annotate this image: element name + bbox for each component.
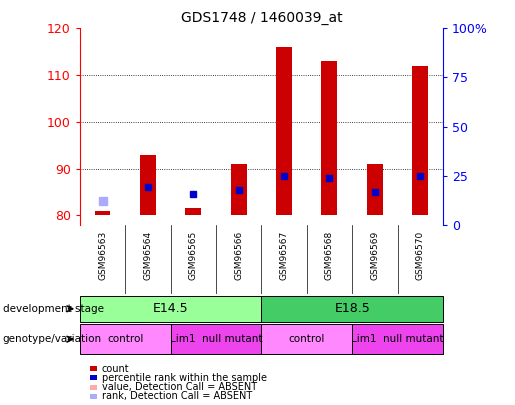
Text: control: control	[288, 334, 325, 344]
Text: GSM96563: GSM96563	[98, 231, 107, 280]
Text: control: control	[107, 334, 143, 344]
Text: count: count	[102, 364, 130, 373]
Text: GSM96568: GSM96568	[325, 231, 334, 280]
Text: GSM96570: GSM96570	[416, 231, 425, 280]
Text: value, Detection Call = ABSENT: value, Detection Call = ABSENT	[102, 382, 257, 392]
Bar	[352, 324, 443, 354]
Text: E18.5: E18.5	[334, 302, 370, 315]
Bar	[261, 296, 443, 322]
Title: GDS1748 / 1460039_at: GDS1748 / 1460039_at	[181, 11, 342, 25]
Bar	[321, 61, 337, 215]
Bar	[367, 164, 383, 215]
Text: rank, Detection Call = ABSENT: rank, Detection Call = ABSENT	[102, 392, 252, 401]
Bar	[261, 324, 352, 354]
Text: percentile rank within the sample: percentile rank within the sample	[102, 373, 267, 383]
Bar	[185, 209, 201, 215]
Text: E14.5: E14.5	[153, 302, 188, 315]
Text: GSM96565: GSM96565	[189, 231, 198, 280]
Text: Lim1  null mutant: Lim1 null mutant	[351, 334, 444, 344]
Text: GSM96566: GSM96566	[234, 231, 243, 280]
Text: development stage: development stage	[3, 304, 104, 314]
Bar	[413, 66, 428, 215]
Text: genotype/variation: genotype/variation	[3, 334, 101, 344]
Bar	[80, 324, 170, 354]
Bar	[95, 211, 110, 215]
Bar	[80, 296, 261, 322]
Text: GSM96569: GSM96569	[370, 231, 380, 280]
Bar	[231, 164, 247, 215]
Text: GSM96567: GSM96567	[280, 231, 288, 280]
Bar	[170, 324, 261, 354]
Text: Lim1  null mutant: Lim1 null mutant	[170, 334, 262, 344]
Bar	[140, 155, 156, 215]
Bar	[276, 47, 292, 215]
Text: GSM96564: GSM96564	[143, 231, 152, 280]
